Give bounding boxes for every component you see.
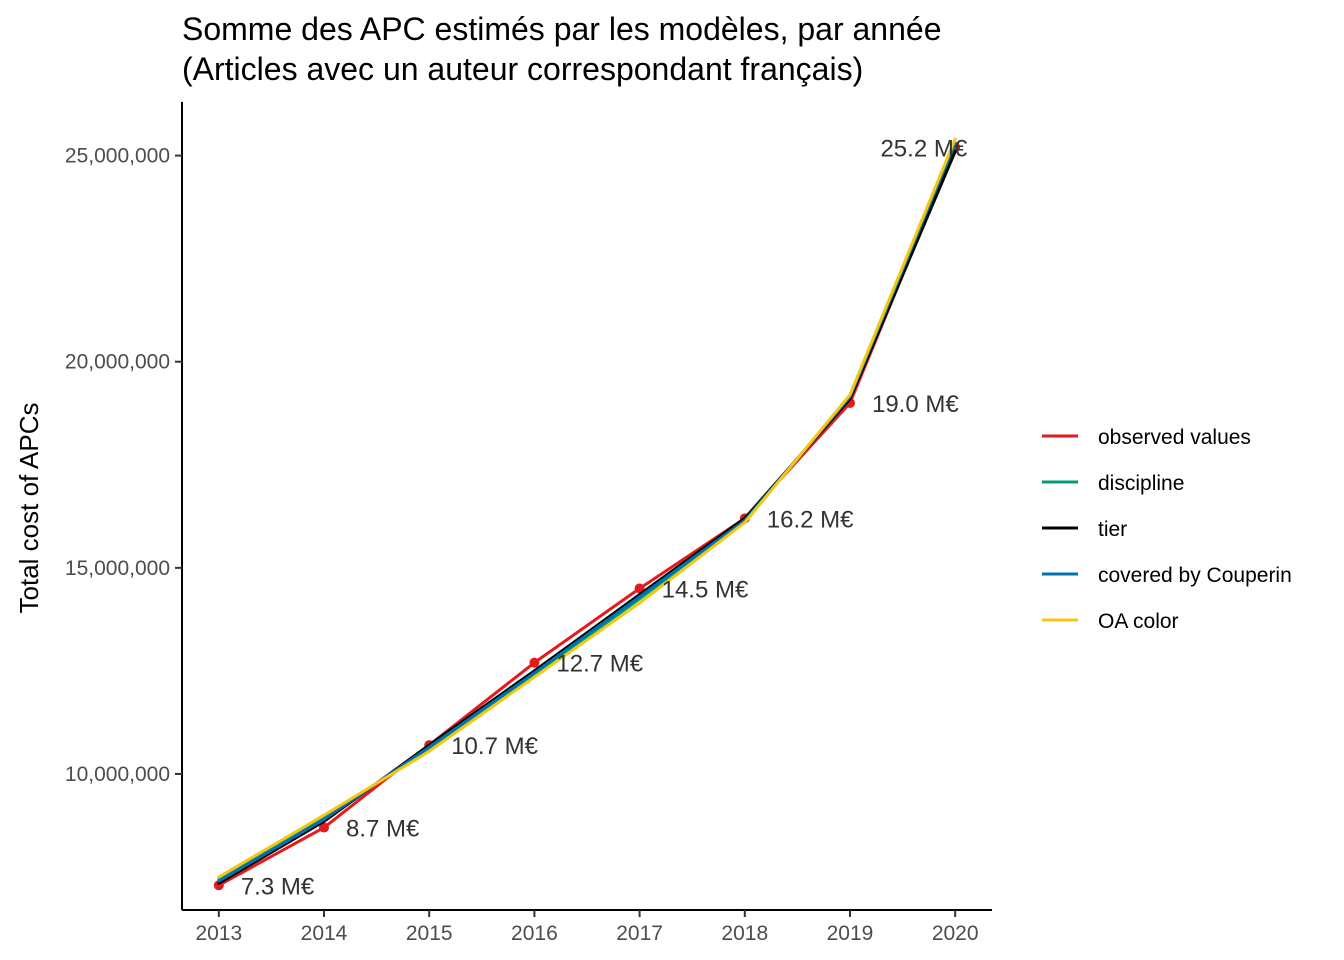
y-tick-label: 10,000,000 — [65, 763, 170, 786]
data-labels: 7.3 M€ 8.7 M€ 10.7 M€ 12.7 M€ 14.5 M€ 16.2 M€… — [241, 135, 968, 900]
observed-point — [634, 583, 645, 594]
y-axis-ticks: 10,000,000 15,000,000 20,000,000 25,000,000 — [65, 145, 182, 786]
x-tick-label: 2015 — [406, 922, 453, 945]
x-axis-ticks: 2013 2014 2015 2016 2017 2018 2019 2020 — [195, 910, 979, 945]
legend: observed values discipline tier covered by … — [1042, 426, 1292, 633]
data-label: 14.5 M€ — [662, 576, 749, 603]
legend-label: covered by Couperin — [1098, 564, 1292, 587]
legend-label: observed values — [1098, 426, 1251, 449]
data-label: 8.7 M€ — [346, 816, 420, 843]
x-tick-label: 2013 — [195, 922, 242, 945]
y-tick-label: 20,000,000 — [65, 351, 170, 374]
legend-label: discipline — [1098, 472, 1184, 495]
observed-point — [319, 822, 330, 833]
y-tick-label: 15,000,000 — [65, 557, 170, 580]
x-tick-label: 2014 — [301, 922, 348, 945]
data-label: 10.7 M€ — [451, 733, 538, 760]
x-tick-label: 2019 — [827, 922, 874, 945]
y-tick-label: 25,000,000 — [65, 145, 170, 168]
legend-label: tier — [1098, 518, 1127, 541]
series-layer — [213, 137, 961, 891]
series-line-observed-values — [217, 145, 957, 887]
x-tick-label: 2018 — [721, 922, 768, 945]
chart-title: Somme des APC estimés par les modèles, p… — [182, 11, 941, 47]
observed-point — [529, 657, 540, 668]
x-tick-label: 2016 — [511, 922, 558, 945]
data-label: 25.2 M€ — [880, 135, 967, 162]
data-label: 16.2 M€ — [767, 506, 854, 533]
data-label: 12.7 M€ — [556, 651, 643, 678]
x-tick-label: 2020 — [932, 922, 979, 945]
x-tick-label: 2017 — [616, 922, 663, 945]
series-line-oa-color — [217, 137, 957, 879]
data-label: 7.3 M€ — [241, 873, 315, 900]
y-axis-title: Total cost of APCs — [14, 403, 44, 614]
legend-label: OA color — [1098, 610, 1179, 633]
chart-subtitle: (Articles avec un auteur correspondant f… — [182, 51, 863, 87]
data-label: 19.0 M€ — [872, 391, 959, 418]
